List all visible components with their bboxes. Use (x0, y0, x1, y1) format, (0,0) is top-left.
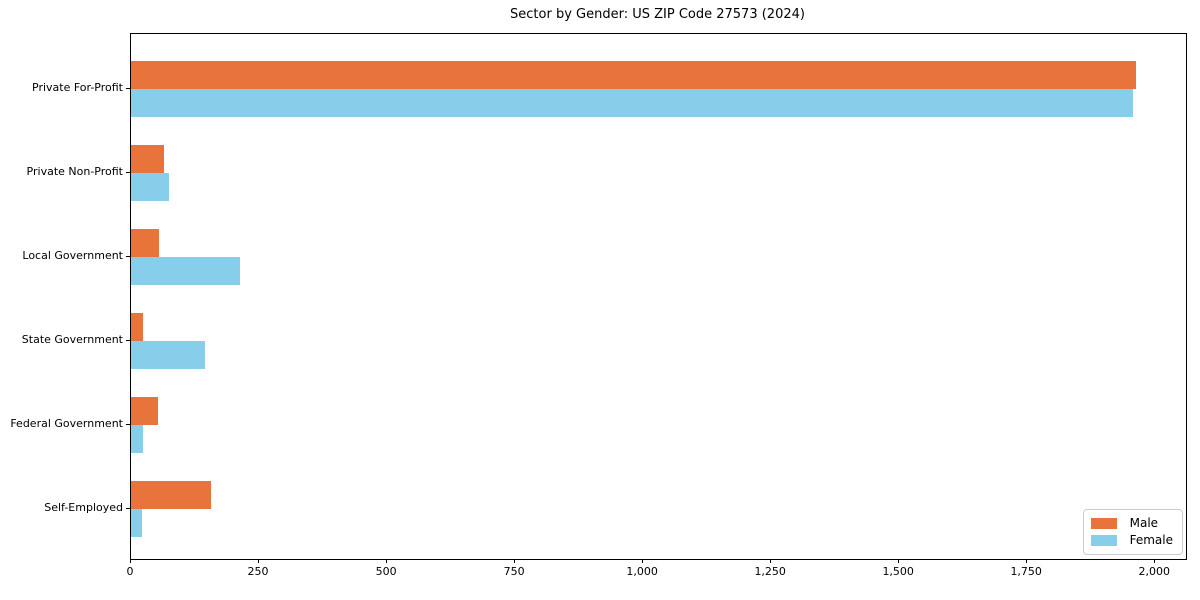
y-axis-tick-mark (126, 424, 130, 425)
y-axis-label-private-non-profit: Private Non-Profit (26, 165, 123, 178)
x-axis-tick-mark (258, 559, 259, 563)
bar-female-self-employed (131, 509, 142, 537)
y-axis-tick-mark (126, 88, 130, 89)
y-axis-tick-mark (126, 256, 130, 257)
x-axis-tick-label: 1,500 (882, 565, 914, 578)
legend-item-female: Female (1090, 532, 1173, 549)
legend-swatch-female (1090, 535, 1117, 546)
legend-label-male: Male (1129, 516, 1159, 530)
x-axis-tick-mark (1154, 559, 1156, 563)
x-axis-tick-mark (514, 559, 516, 563)
x-axis-tick-mark (770, 559, 772, 563)
bar-male-self-employed (131, 481, 212, 509)
x-axis-tick-label: 1,250 (754, 565, 786, 578)
chart-title: Sector by Gender: US ZIP Code 27573 (202… (510, 7, 805, 22)
bar-female-private-for-profit (131, 89, 1133, 117)
x-axis-tick-label: 750 (503, 565, 525, 578)
legend-item-male: Male (1090, 515, 1173, 532)
bar-male-local-government (131, 229, 159, 257)
y-axis-tick-mark (126, 340, 130, 341)
y-axis-tick-mark (126, 508, 130, 509)
x-axis-tick-mark (386, 559, 388, 563)
plot-area: Male Female (130, 33, 1187, 560)
y-axis-tick-mark (126, 172, 130, 173)
y-axis-label-private-for-profit: Private For-Profit (32, 81, 123, 94)
bar-female-private-non-profit (131, 173, 170, 201)
bar-female-local-government (131, 257, 240, 285)
x-axis-tick-label: 1,000 (626, 565, 658, 578)
x-axis-tick-mark (642, 559, 644, 563)
x-axis-tick-label: 250 (247, 565, 269, 578)
x-axis-tick-mark (898, 559, 900, 563)
x-axis-tick-label: 1,750 (1010, 565, 1042, 578)
y-axis-label-local-government: Local Government (22, 249, 123, 262)
bar-male-federal-government (131, 397, 158, 425)
x-axis-tick-label: 2,000 (1138, 565, 1171, 578)
y-axis-label-self-employed: Self-Employed (44, 501, 123, 514)
legend-label-female: Female (1129, 533, 1173, 547)
bar-female-state-government (131, 341, 206, 369)
bar-male-state-government (131, 313, 144, 341)
bar-male-private-non-profit (131, 145, 164, 173)
x-axis-tick-label: 500 (375, 565, 397, 578)
x-axis-tick-label: 0 (126, 565, 134, 578)
bar-female-federal-government (131, 425, 144, 453)
legend: Male Female (1082, 509, 1183, 555)
legend-swatch-male (1090, 518, 1117, 529)
bar-male-private-for-profit (131, 61, 1136, 89)
x-axis-tick-mark (1026, 559, 1028, 563)
y-axis-label-state-government: State Government (21, 333, 123, 346)
x-axis-tick-mark (130, 559, 131, 563)
y-axis-label-federal-government: Federal Government (10, 417, 123, 430)
